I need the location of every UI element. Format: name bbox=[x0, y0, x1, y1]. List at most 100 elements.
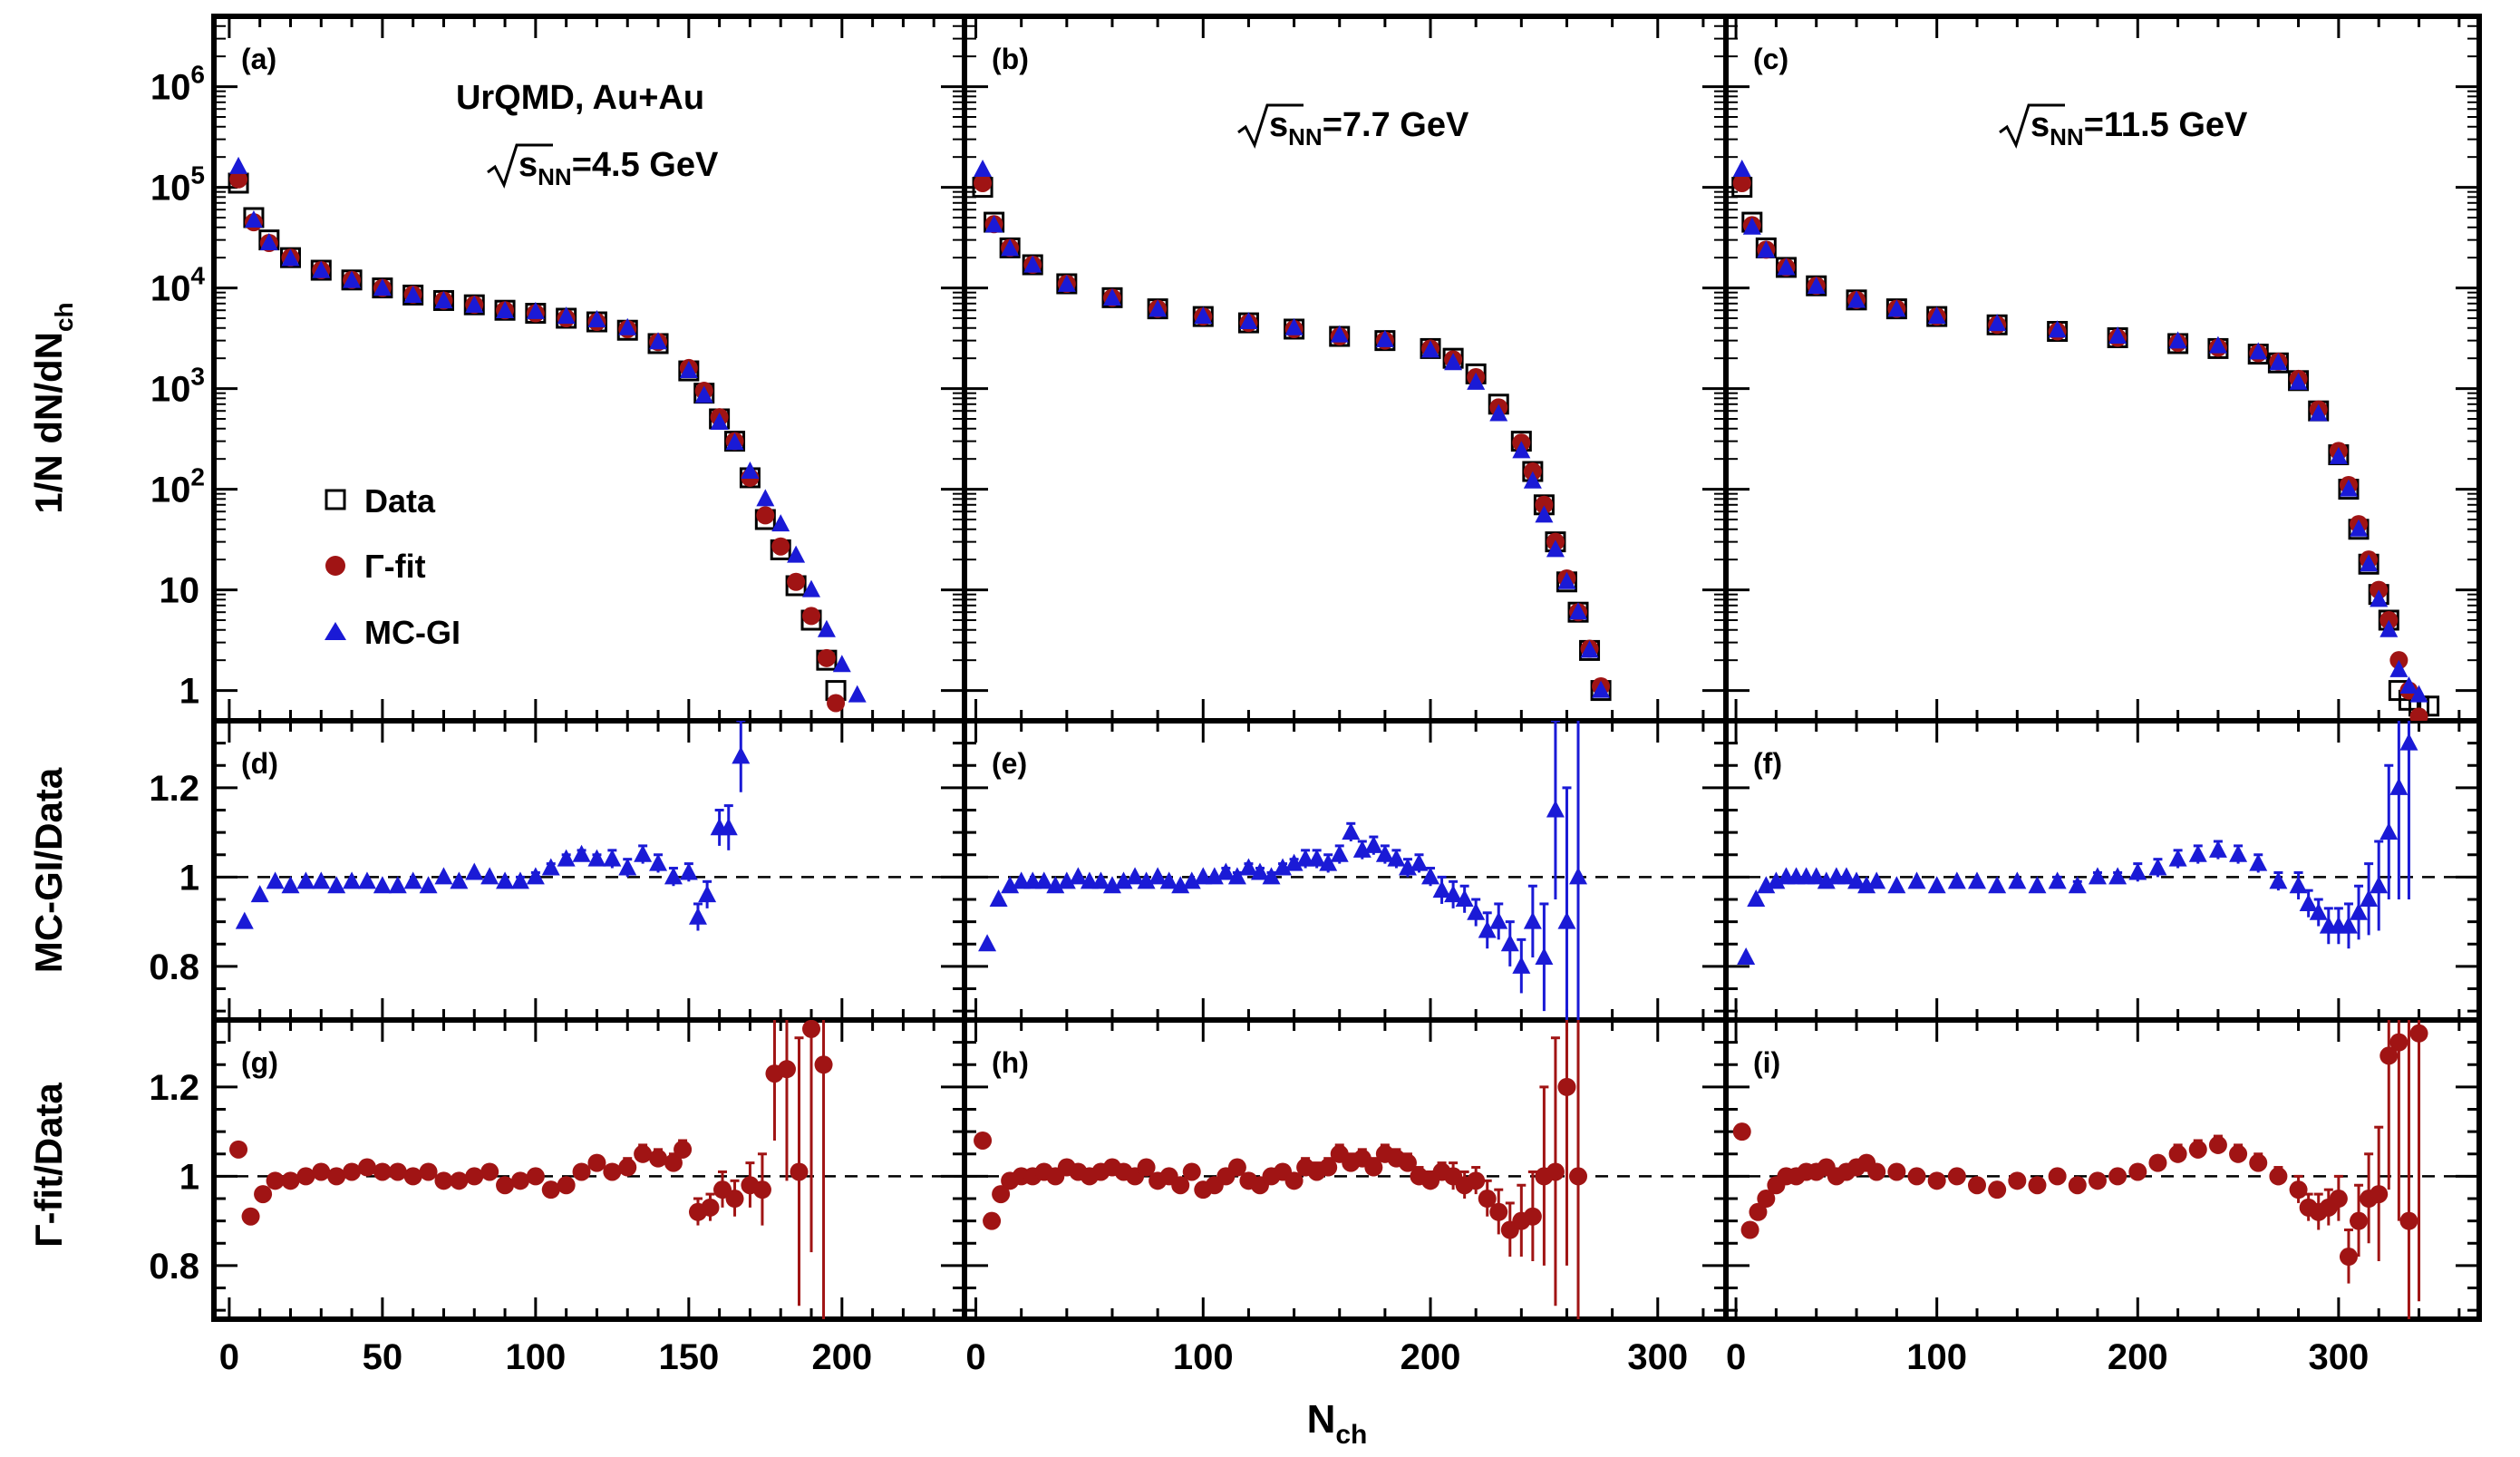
panel-label-g: (g) bbox=[241, 1046, 278, 1079]
data-point-triangle bbox=[2329, 446, 2348, 464]
data-point-circle bbox=[450, 1171, 469, 1190]
data-point-triangle bbox=[2339, 479, 2358, 497]
data-point-triangle bbox=[357, 871, 376, 889]
data-point-triangle bbox=[250, 885, 269, 903]
data-point-triangle bbox=[1387, 849, 1406, 867]
data-point-circle bbox=[1467, 1171, 1486, 1190]
y-tick-label: 1 bbox=[179, 858, 199, 898]
y-tick-label: 106 bbox=[150, 61, 205, 108]
data-point-circle bbox=[1732, 173, 1751, 192]
data-point-triangle bbox=[1968, 871, 1986, 889]
data-point-triangle bbox=[1546, 539, 1565, 558]
data-point-triangle bbox=[1114, 871, 1133, 889]
data-point-circle bbox=[357, 1158, 376, 1177]
sqrt-sign-c bbox=[1999, 103, 2065, 149]
data-point-triangle bbox=[756, 489, 775, 507]
data-point-circle bbox=[701, 1198, 720, 1217]
data-point-triangle bbox=[664, 867, 683, 885]
data-point-circle bbox=[1398, 1153, 1417, 1172]
data-point-circle bbox=[2249, 1153, 2268, 1172]
data-point-triangle bbox=[373, 278, 392, 296]
data-point-circle bbox=[802, 607, 821, 626]
data-point-triangle bbox=[373, 876, 392, 894]
data-point-triangle bbox=[1817, 871, 1836, 889]
data-point-circle bbox=[1749, 1202, 1768, 1221]
data-point-triangle bbox=[1307, 849, 1326, 867]
data-point-triangle bbox=[2299, 893, 2318, 911]
y-tick-label: 104 bbox=[150, 262, 206, 309]
data-point-circle bbox=[992, 1185, 1011, 1204]
data-point-circle bbox=[2229, 1144, 2248, 1163]
data-point-triangle bbox=[1478, 920, 1497, 938]
data-point-square bbox=[2418, 695, 2440, 717]
x-tick-label: 0 bbox=[1726, 1337, 1746, 1377]
data-point-triangle bbox=[1102, 876, 1121, 894]
data-point-circle bbox=[1988, 1180, 2007, 1200]
data-point-triangle bbox=[710, 413, 729, 431]
data-point-triangle bbox=[1046, 876, 1065, 894]
data-point-circle bbox=[2409, 707, 2428, 721]
data-point-triangle bbox=[1927, 306, 1946, 325]
data-point-triangle bbox=[2350, 519, 2369, 537]
data-point-triangle bbox=[1216, 862, 1236, 880]
data-point-triangle bbox=[2269, 871, 2288, 889]
data-point-triangle bbox=[679, 862, 698, 880]
y-axis-label-bot: Γ-fit/Data bbox=[27, 1083, 70, 1248]
marks-d bbox=[235, 721, 751, 931]
data-point-triangle bbox=[2088, 867, 2107, 885]
data-point-circle bbox=[2269, 1167, 2288, 1186]
data-point-triangle bbox=[1767, 871, 1786, 889]
data-point-circle bbox=[296, 1167, 315, 1186]
data-point-triangle bbox=[1988, 876, 2007, 894]
data-point-triangle bbox=[572, 844, 591, 862]
marks-h bbox=[974, 1020, 1588, 1319]
data-point-triangle bbox=[296, 871, 315, 889]
marks-f bbox=[1737, 721, 2418, 966]
data-point-triangle bbox=[1080, 871, 1099, 889]
data-point-triangle bbox=[1580, 640, 1599, 658]
data-point-triangle bbox=[1023, 255, 1042, 273]
x-tick-label: 0 bbox=[219, 1337, 239, 1377]
panel-label-i: (i) bbox=[1753, 1046, 1780, 1079]
data-point-triangle bbox=[1569, 867, 1588, 885]
data-point-triangle bbox=[1947, 871, 1966, 889]
data-point-circle bbox=[725, 1190, 744, 1209]
data-point-triangle bbox=[1137, 871, 1156, 889]
data-point-triangle bbox=[450, 871, 469, 889]
data-point-triangle bbox=[1546, 800, 1565, 818]
data-point-circle bbox=[1947, 1167, 1966, 1186]
y-tick-label: 105 bbox=[150, 161, 205, 209]
data-point-circle bbox=[229, 1140, 248, 1159]
data-point-triangle bbox=[1927, 876, 1946, 894]
data-point-triangle bbox=[1091, 871, 1110, 889]
data-point-triangle bbox=[1777, 257, 1796, 276]
data-point-circle bbox=[496, 1176, 515, 1195]
data-point-circle bbox=[674, 1140, 693, 1159]
data-point-circle bbox=[312, 1162, 331, 1181]
y-tick-label: 1.2 bbox=[149, 1068, 199, 1108]
data-point-circle bbox=[618, 1158, 637, 1177]
data-point-triangle bbox=[2399, 675, 2418, 694]
data-point-triangle bbox=[1194, 306, 1213, 325]
x-tick-label: 100 bbox=[1906, 1337, 1967, 1377]
data-point-circle bbox=[1740, 1220, 1759, 1239]
data-point-triangle bbox=[1274, 858, 1293, 876]
data-point-circle bbox=[254, 1185, 273, 1204]
marks-i bbox=[1732, 1020, 2428, 1319]
data-point-circle bbox=[541, 1180, 560, 1200]
data-point-triangle bbox=[229, 156, 248, 174]
data-point-triangle bbox=[281, 248, 300, 267]
data-point-triangle bbox=[1747, 889, 1766, 908]
data-point-triangle bbox=[2148, 858, 2167, 876]
data-point-triangle bbox=[1512, 441, 1531, 459]
data-point-triangle bbox=[1194, 867, 1213, 885]
data-point-circle bbox=[1927, 1171, 1946, 1190]
data-point-triangle bbox=[1330, 325, 1349, 343]
data-point-circle bbox=[802, 1020, 821, 1038]
marks-g bbox=[229, 1020, 833, 1319]
data-point-triangle bbox=[1342, 822, 1361, 840]
data-point-triangle bbox=[719, 818, 738, 836]
data-point-triangle bbox=[1837, 867, 1856, 885]
data-point-triangle bbox=[465, 295, 484, 313]
